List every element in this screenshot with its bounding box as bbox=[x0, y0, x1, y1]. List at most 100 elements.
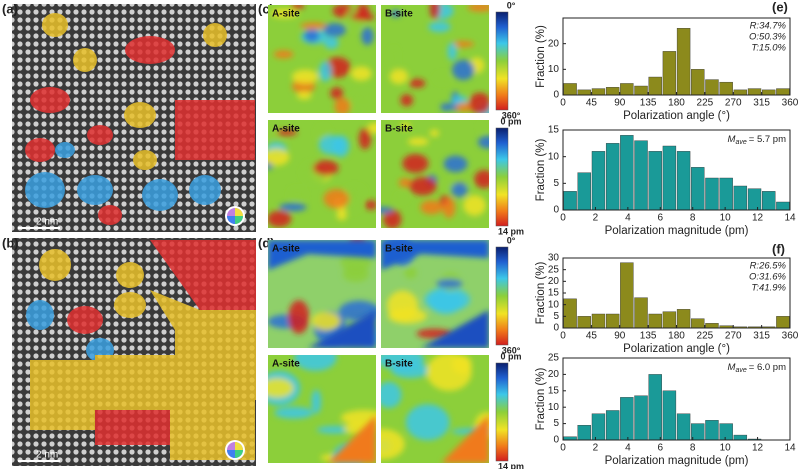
map-blob bbox=[451, 40, 475, 48]
map-blob bbox=[467, 5, 489, 12]
y-tick-label: 15 bbox=[548, 125, 560, 136]
x-tick-label: 135 bbox=[640, 98, 657, 109]
x-tick-label: 4 bbox=[625, 213, 631, 224]
x-tick-label: 2 bbox=[593, 443, 599, 454]
map-blob bbox=[383, 209, 402, 228]
map-blob bbox=[288, 300, 310, 334]
panel-label: (b) bbox=[2, 235, 19, 250]
panel-label: (f) bbox=[772, 241, 785, 256]
colorbar-label: 360° bbox=[502, 345, 521, 355]
x-tick-label: 360 bbox=[782, 331, 799, 342]
y-tick-label: 15 bbox=[548, 385, 560, 396]
map-blob bbox=[361, 27, 374, 46]
x-axis-label: Polarization magnitude (pm) bbox=[605, 225, 749, 237]
map-blob bbox=[291, 5, 305, 10]
map-blob bbox=[350, 13, 375, 21]
histogram-bar bbox=[620, 262, 634, 329]
map-blob bbox=[452, 59, 475, 81]
map-blob bbox=[268, 210, 292, 227]
map-blob bbox=[344, 185, 365, 198]
map-blob bbox=[296, 91, 312, 100]
histogram-bar bbox=[577, 172, 591, 211]
annotation-symbol: M bbox=[728, 362, 736, 373]
histogram-bar bbox=[591, 88, 606, 96]
annotation: T:15.0% bbox=[751, 43, 786, 54]
x-tick-label: 180 bbox=[668, 331, 685, 342]
histogram-bar bbox=[605, 410, 620, 441]
polarization-map bbox=[381, 120, 489, 228]
x-tick-label: 12 bbox=[752, 443, 764, 454]
x-tick-label: 6 bbox=[658, 213, 664, 224]
y-tick-label: 0 bbox=[553, 435, 559, 446]
map-blob bbox=[300, 22, 327, 30]
map-blob bbox=[401, 122, 410, 130]
x-axis-label: Polarization angle (°) bbox=[623, 110, 730, 122]
histogram-bar bbox=[733, 185, 748, 211]
y-tick-label: 25 bbox=[548, 353, 560, 364]
colorbar-label: 0° bbox=[507, 0, 516, 10]
map-label: A-site bbox=[272, 359, 300, 370]
map-blob bbox=[477, 135, 489, 149]
scale-bar-label: 2 nm bbox=[36, 217, 58, 228]
map-blob bbox=[279, 203, 307, 212]
histogram-bar bbox=[676, 28, 691, 96]
colorbar bbox=[495, 11, 509, 111]
map-region bbox=[268, 240, 376, 270]
map-blob bbox=[426, 355, 472, 391]
map-blob bbox=[367, 122, 376, 134]
histogram-bar bbox=[563, 298, 577, 329]
x-tick-label: 0 bbox=[560, 331, 566, 342]
histogram-bar bbox=[620, 83, 634, 96]
map-blob bbox=[276, 129, 298, 136]
map-blob bbox=[390, 9, 401, 18]
map-region bbox=[381, 240, 489, 270]
map-blob bbox=[447, 42, 457, 61]
y-tick-label: 10 bbox=[548, 64, 560, 75]
colorbar-label: 0° bbox=[507, 235, 516, 245]
map-blob bbox=[429, 129, 440, 137]
panel-label: (e) bbox=[772, 0, 788, 14]
histogram-bar bbox=[747, 88, 762, 96]
x-tick-label: 12 bbox=[752, 213, 764, 224]
x-tick-label: 8 bbox=[690, 213, 696, 224]
map-blob bbox=[318, 135, 345, 155]
map-blob bbox=[323, 188, 350, 209]
histogram-bar bbox=[648, 151, 662, 211]
y-tick-label: 5 bbox=[553, 178, 559, 189]
map-texture bbox=[268, 122, 376, 227]
x-tick-label: 225 bbox=[697, 331, 714, 342]
histogram-bar bbox=[591, 413, 606, 441]
map-blob bbox=[400, 94, 414, 107]
map-blob bbox=[389, 69, 409, 85]
x-tick-label: 8 bbox=[690, 443, 696, 454]
polarization-map bbox=[268, 5, 376, 113]
annotation-symbol: M bbox=[728, 134, 736, 145]
polarization-map bbox=[268, 355, 376, 463]
y-tick-label: 10 bbox=[548, 299, 560, 310]
colorbar-label: 0 pm bbox=[500, 351, 521, 361]
colorbar-label: 0 pm bbox=[500, 116, 521, 126]
map-label: A-site bbox=[272, 124, 300, 135]
map-blob bbox=[323, 23, 347, 37]
y-tick-label: 20 bbox=[548, 38, 560, 49]
histogram-bar bbox=[634, 140, 648, 211]
map-blob bbox=[358, 128, 372, 150]
histogram-bar bbox=[634, 297, 648, 329]
map-blob bbox=[294, 355, 337, 371]
colorbar-label: 14 pm bbox=[498, 226, 524, 236]
map-blob bbox=[268, 378, 294, 398]
map-blob bbox=[270, 8, 299, 19]
histogram-bar bbox=[605, 313, 620, 329]
histogram-bar bbox=[605, 143, 620, 211]
colorbar-label: 360° bbox=[502, 110, 521, 120]
map-blob bbox=[468, 218, 482, 228]
y-tick-label: 30 bbox=[548, 253, 560, 264]
annotation: R:34.7% bbox=[750, 21, 787, 32]
histogram-bar bbox=[776, 201, 790, 211]
histogram-bar bbox=[563, 83, 577, 96]
map-blob bbox=[405, 404, 450, 441]
histogram-bar bbox=[719, 81, 733, 96]
map-blob bbox=[463, 195, 486, 216]
map-region bbox=[441, 415, 489, 463]
